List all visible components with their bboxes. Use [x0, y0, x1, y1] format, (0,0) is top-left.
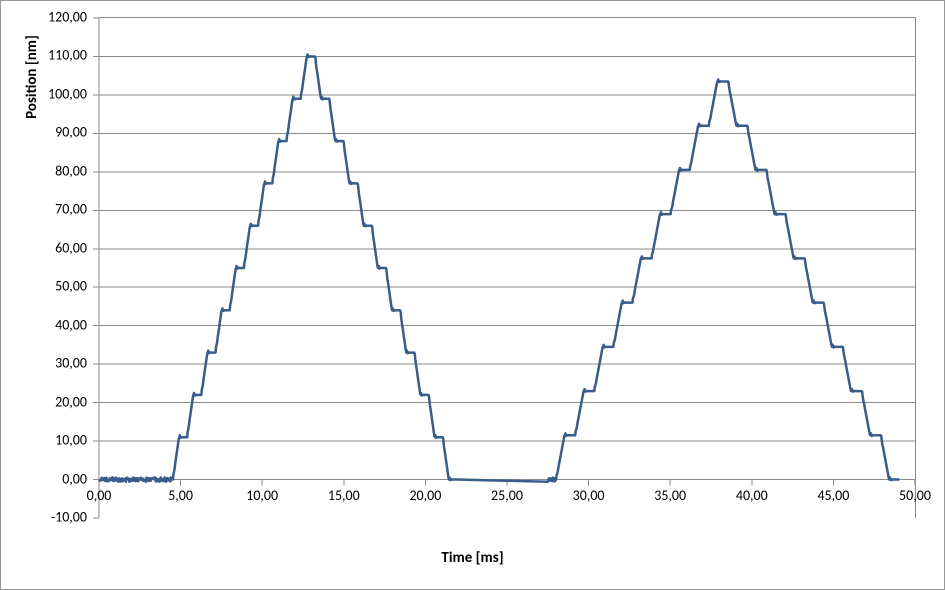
x-tick-label: 20,00: [409, 487, 441, 504]
y-tick-label: 20,00: [55, 393, 87, 410]
y-tick-label: 50,00: [55, 278, 87, 295]
x-tick-label: 40,00: [736, 487, 768, 504]
x-tick-label: 35,00: [654, 487, 686, 504]
y-tick-label: 60,00: [55, 239, 87, 256]
y-axis-label: Position [nm]: [23, 0, 41, 327]
series-line: [99, 54, 899, 481]
x-tick-label: 50,00: [899, 487, 931, 504]
x-tick-label: 30,00: [573, 487, 605, 504]
y-tick-label: 80,00: [55, 162, 87, 179]
y-tick-label: 90,00: [55, 124, 87, 141]
y-tick-label: 0,00: [62, 470, 87, 487]
x-tick-label: 0,00: [87, 487, 112, 504]
x-tick-label: 15,00: [328, 487, 360, 504]
x-tick-label: 10,00: [246, 487, 278, 504]
x-tick-label: 25,00: [491, 487, 523, 504]
x-axis-label: Time [ms]: [1, 549, 944, 567]
x-tick-label: 5,00: [168, 487, 193, 504]
y-tick-label: 120,00: [48, 9, 87, 26]
y-tick-label: 100,00: [48, 85, 87, 102]
y-tick-label: 30,00: [55, 355, 87, 372]
series-layer: [99, 18, 915, 518]
y-tick-label: 10,00: [55, 432, 87, 449]
y-tick-label: 110,00: [48, 47, 87, 64]
x-tick-label: 45,00: [817, 487, 849, 504]
y-tick-label: 70,00: [55, 201, 87, 218]
y-tick-label: -10,00: [51, 509, 87, 526]
plot-area: [99, 17, 916, 518]
chart-frame: 0,00 5,00 10,00 15,00 20,00 25,00 30,00 35,00 40…: [0, 0, 945, 590]
y-tick-label: 40,00: [55, 316, 87, 333]
